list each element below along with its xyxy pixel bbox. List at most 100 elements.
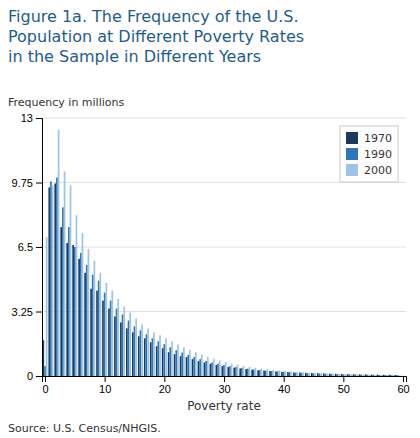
bar bbox=[290, 371, 292, 376]
bar bbox=[225, 362, 227, 376]
bar bbox=[255, 368, 257, 376]
bar bbox=[372, 375, 374, 376]
bar bbox=[247, 369, 249, 376]
bar bbox=[186, 357, 188, 376]
bar bbox=[72, 245, 74, 376]
bar bbox=[287, 372, 289, 376]
y-axis-label: Frequency in millions bbox=[8, 96, 124, 109]
bar bbox=[68, 227, 70, 376]
bar bbox=[189, 350, 191, 376]
bar bbox=[344, 374, 346, 376]
bar bbox=[114, 316, 116, 376]
chart: Figure 1a. The Frequency of the U.S.Popu… bbox=[0, 0, 420, 438]
legend-frame bbox=[340, 126, 398, 182]
bar bbox=[54, 183, 56, 376]
bar bbox=[383, 375, 385, 376]
tick-mark bbox=[45, 376, 46, 382]
tick-label: 0 bbox=[27, 370, 33, 382]
bar bbox=[267, 369, 269, 376]
bar bbox=[207, 357, 209, 376]
tick-mark bbox=[343, 376, 344, 382]
bar bbox=[245, 369, 247, 376]
bar bbox=[110, 301, 112, 376]
tick-label: 9.75 bbox=[12, 177, 33, 189]
bar bbox=[94, 261, 96, 376]
bar bbox=[56, 178, 58, 376]
bar bbox=[398, 375, 400, 376]
bar bbox=[105, 283, 107, 376]
bar bbox=[227, 367, 229, 376]
bar bbox=[117, 299, 119, 376]
bar bbox=[386, 375, 388, 376]
bar bbox=[295, 373, 297, 376]
bar bbox=[153, 332, 155, 376]
bar bbox=[366, 375, 368, 376]
bar bbox=[390, 375, 392, 376]
tick-mark bbox=[36, 118, 42, 119]
legend-item: 1970 bbox=[346, 132, 392, 145]
bar bbox=[343, 374, 345, 376]
bar bbox=[98, 281, 100, 376]
bar bbox=[52, 185, 54, 376]
bar bbox=[96, 291, 98, 376]
bar bbox=[308, 373, 310, 376]
bar bbox=[195, 352, 197, 376]
bar bbox=[216, 365, 218, 376]
bar bbox=[331, 374, 333, 376]
bar bbox=[66, 243, 68, 376]
bar bbox=[169, 347, 171, 376]
bar bbox=[374, 375, 376, 376]
bar bbox=[147, 328, 149, 376]
bar bbox=[279, 370, 281, 376]
bar bbox=[285, 371, 287, 376]
bar bbox=[46, 237, 48, 376]
legend-label: 1990 bbox=[364, 148, 392, 161]
legend-item: 2000 bbox=[346, 164, 392, 177]
legend-swatch bbox=[346, 164, 358, 176]
bar bbox=[251, 370, 253, 376]
bar bbox=[88, 249, 90, 376]
tick: 9.75 bbox=[12, 177, 42, 189]
bar bbox=[223, 365, 225, 376]
bar bbox=[126, 328, 128, 376]
bar bbox=[174, 354, 176, 376]
bar bbox=[193, 357, 195, 376]
bar bbox=[293, 372, 295, 376]
tick-mark bbox=[36, 376, 42, 377]
tick-label: 60 bbox=[397, 383, 409, 395]
bar-series bbox=[42, 183, 396, 376]
bar bbox=[329, 374, 331, 376]
bar bbox=[271, 371, 273, 376]
bar bbox=[305, 373, 307, 376]
bar bbox=[86, 265, 88, 376]
bar bbox=[360, 375, 362, 376]
bar bbox=[132, 332, 134, 376]
bar bbox=[325, 374, 327, 376]
tick: 30 bbox=[218, 376, 230, 395]
bar bbox=[273, 370, 275, 376]
bar bbox=[237, 365, 239, 376]
bar bbox=[120, 322, 122, 376]
tick: 20 bbox=[159, 376, 171, 395]
bar bbox=[152, 338, 154, 376]
tick-label: 50 bbox=[338, 383, 350, 395]
bar bbox=[64, 172, 66, 376]
bar bbox=[199, 359, 201, 376]
bar bbox=[204, 363, 206, 376]
bar bbox=[337, 374, 339, 376]
bar bbox=[211, 363, 213, 376]
bar bbox=[138, 336, 140, 376]
bar bbox=[249, 367, 251, 376]
bar bbox=[263, 371, 265, 376]
bar bbox=[335, 374, 337, 376]
tick: 0 bbox=[42, 376, 48, 395]
bar bbox=[377, 375, 379, 376]
bar bbox=[311, 373, 313, 376]
bar bbox=[80, 253, 82, 376]
bar bbox=[44, 366, 46, 376]
bar bbox=[76, 215, 78, 376]
bar bbox=[281, 372, 283, 376]
bar bbox=[302, 372, 304, 376]
bar bbox=[265, 371, 267, 376]
tick: 13 bbox=[21, 112, 42, 124]
